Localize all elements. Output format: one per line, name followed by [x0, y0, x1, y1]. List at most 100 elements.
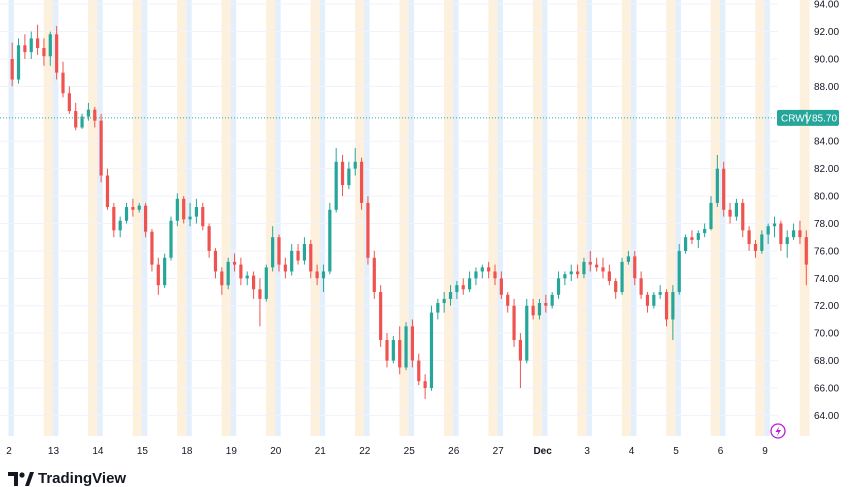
candle-body [499, 278, 503, 295]
candle-body [23, 45, 27, 53]
candle-body [105, 175, 110, 208]
x-axis-tick-label: 4 [629, 446, 635, 457]
y-axis-tick-label: 90.00 [814, 54, 839, 65]
tradingview-branding[interactable]: TradingView [8, 470, 126, 487]
candle-body [525, 305, 529, 361]
candle-body [614, 281, 618, 293]
candle-body [455, 285, 459, 293]
candle-body [753, 244, 758, 251]
candle-body [385, 340, 389, 361]
session-band-post [755, 0, 765, 436]
candle-body [283, 264, 287, 272]
session-band-pre [319, 0, 326, 436]
x-axis-tick-label: 19 [226, 446, 238, 457]
candle-body [353, 161, 357, 169]
session-band-pre [764, 0, 770, 436]
session-band-pre [631, 0, 637, 436]
session-band-pre [408, 0, 415, 436]
candle-body [804, 237, 808, 265]
candle-body [188, 216, 192, 220]
y-axis-tick-label: 92.00 [814, 27, 839, 38]
candle-body [124, 207, 129, 221]
session-band-pre [230, 0, 237, 436]
candle-body [556, 278, 561, 295]
price-badge-symbol: CRWV [781, 113, 812, 124]
session-band-post [399, 0, 410, 436]
session-background-bands [8, 0, 810, 436]
candle-body [728, 209, 732, 217]
candle-body [334, 161, 338, 210]
session-band-post [221, 0, 232, 436]
candle-body [42, 47, 46, 57]
session-band-post [43, 0, 54, 436]
candle-body [595, 264, 599, 268]
y-axis-tick-label: 64.00 [814, 411, 839, 422]
candle-body [175, 198, 179, 221]
candle-body [239, 264, 243, 279]
x-axis-tick-label: 9 [762, 446, 768, 457]
candle-body [321, 271, 326, 279]
lightning-icon-circle[interactable] [770, 423, 786, 439]
session-band-post [266, 0, 276, 436]
x-axis-tick-label: 20 [270, 446, 282, 457]
y-axis[interactable]: 64.00 66.00 68.00 70.00 72.00 74.00 76.00 78.00… [814, 0, 839, 422]
candle-body [347, 168, 351, 186]
candle-body [791, 230, 796, 238]
session-band-post [310, 0, 321, 436]
candle-body [74, 111, 78, 128]
session-band-post [443, 0, 454, 436]
candle-body [798, 230, 802, 238]
candle-body [429, 312, 434, 389]
candle-body [677, 250, 681, 293]
candle-body [531, 305, 535, 316]
price-badge-background [777, 109, 839, 126]
candle-body [582, 261, 586, 275]
candle-body [620, 261, 624, 293]
candle-body [417, 360, 421, 382]
candle-body [734, 202, 739, 217]
y-axis-tick-label: 70.00 [814, 329, 839, 340]
lightning-icon-bolt[interactable] [775, 426, 782, 437]
y-axis-tick-label: 72.00 [814, 301, 839, 312]
x-axis-tick-label: 3 [584, 446, 590, 457]
candle-body [683, 237, 688, 251]
candle-body [626, 256, 631, 262]
lightning-icon[interactable] [770, 423, 786, 439]
candle-body [35, 38, 40, 48]
candle-body [747, 230, 751, 245]
session-band-pre [453, 0, 459, 436]
session-band-post [621, 0, 632, 436]
session-band-pre [586, 0, 592, 436]
candle-body [359, 161, 364, 203]
candle-body [271, 237, 275, 268]
x-axis-tick-label: 26 [448, 446, 460, 457]
candle-body [480, 267, 484, 272]
candle-body [696, 233, 700, 240]
candle-body [741, 202, 745, 231]
session-band-post [88, 0, 98, 436]
candle-body [709, 202, 713, 229]
candle-body [467, 278, 472, 290]
candle-body [779, 223, 783, 245]
candle-body [379, 292, 383, 341]
candle-body [722, 168, 726, 210]
candle-body [207, 226, 211, 251]
candle-body [544, 303, 548, 306]
tradingview-wordmark: TradingView [38, 470, 127, 487]
session-band-post [532, 0, 543, 436]
x-axis[interactable]: 2 13 14 15 18 19 20 21 22 25 26 27 Dec 3 4 5 6 9 [6, 446, 768, 457]
candle-body [537, 303, 542, 316]
x-axis-tick-label: 2 [6, 446, 12, 457]
candle-body [315, 271, 319, 279]
candle-body [169, 220, 173, 258]
candle-body [645, 294, 650, 306]
candle-body [220, 271, 224, 286]
candle-body [163, 257, 167, 286]
candle-body [652, 294, 656, 306]
session-band-pre [542, 0, 548, 436]
candle-body [563, 274, 567, 279]
candle-body [309, 244, 313, 272]
candle-body [86, 109, 91, 117]
session-band-pre [497, 0, 504, 436]
